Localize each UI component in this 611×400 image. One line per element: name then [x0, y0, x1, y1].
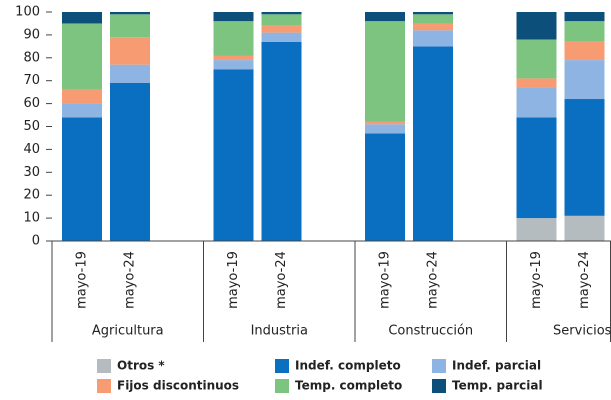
bar-segment [213, 60, 254, 70]
bar-segment [365, 121, 405, 125]
group-label: Servicios [553, 324, 611, 339]
legend-swatch [97, 359, 111, 373]
y-tick-label: 20 [23, 188, 40, 203]
bar-segment [365, 133, 405, 241]
x-tick-label: mayo-19 [378, 251, 393, 309]
bar-segment [413, 14, 453, 24]
bar-segment [365, 124, 405, 134]
bar-segment [213, 21, 254, 56]
y-tick-label: 90 [23, 27, 40, 42]
x-tick-label: mayo-19 [529, 251, 544, 309]
bar-segment [213, 55, 254, 61]
bar-segment [564, 41, 605, 61]
legend-label: Temp. completo [295, 379, 402, 393]
bar-segment [261, 14, 302, 26]
x-tick-label: mayo-19 [75, 251, 90, 309]
bar-segment [62, 89, 102, 104]
bar-segment [110, 37, 150, 65]
legend-label: Indef. parcial [452, 359, 541, 373]
x-tick-label: mayo-24 [274, 251, 289, 309]
y-tick-label: 10 [23, 211, 40, 226]
bar-segment [365, 21, 405, 122]
legend-label: Otros * [117, 359, 165, 373]
bar-segment [516, 218, 557, 241]
x-tick-label: mayo-24 [123, 251, 138, 309]
bar-segment [110, 14, 150, 38]
y-tick-label: 50 [23, 119, 40, 134]
bar-segment [413, 23, 453, 31]
x-tick-label: mayo-24 [426, 251, 441, 309]
y-tick-label: 60 [23, 96, 40, 111]
bar-segment [516, 87, 557, 118]
legend-swatch [432, 379, 446, 393]
bar-segment [413, 46, 453, 241]
legend-swatch [432, 359, 446, 373]
bar-segment [62, 103, 102, 118]
group-label: Industria [251, 324, 308, 339]
legend-label: Fijos discontinuos [117, 379, 239, 393]
bar-segment [110, 12, 150, 15]
bar-segment [413, 12, 453, 15]
bar-segment [213, 69, 254, 241]
group-label: Agricultura [92, 324, 164, 339]
x-tick-label: mayo-19 [226, 251, 241, 309]
bar-segment [516, 78, 557, 88]
bar-segment [516, 12, 557, 40]
bar-segment [62, 12, 102, 24]
bar-segment [110, 82, 150, 242]
bar-segment [62, 23, 102, 90]
y-tick-label: 0 [32, 234, 40, 249]
legend-swatch [97, 379, 111, 393]
bar-segment [516, 39, 557, 79]
bar-segment [261, 41, 302, 241]
bar-segment [516, 117, 557, 219]
bar-segment [413, 30, 453, 47]
bar-segment [564, 215, 605, 241]
bar-segment [564, 12, 605, 22]
bar-segment [261, 25, 302, 33]
bar-segment [261, 12, 302, 15]
y-tick-label: 80 [23, 50, 40, 65]
y-tick-label: 100 [15, 5, 40, 20]
legend-label: Indef. completo [295, 359, 401, 373]
bar-segment [62, 117, 102, 241]
bar-segment [110, 64, 150, 83]
legend-label: Temp. parcial [452, 379, 543, 393]
bar-segment [213, 12, 254, 22]
legend-swatch [275, 379, 289, 393]
bar-segment [564, 60, 605, 100]
bar-segment [365, 12, 405, 22]
y-tick-label: 40 [23, 142, 40, 157]
y-tick-label: 30 [23, 165, 40, 180]
group-label: Construcción [388, 324, 473, 339]
y-tick-label: 70 [23, 73, 40, 88]
bar-segment [564, 99, 605, 216]
legend-swatch [275, 359, 289, 373]
bar-segment [564, 21, 605, 42]
x-tick-label: mayo-24 [577, 251, 592, 309]
bar-segment [261, 32, 302, 42]
